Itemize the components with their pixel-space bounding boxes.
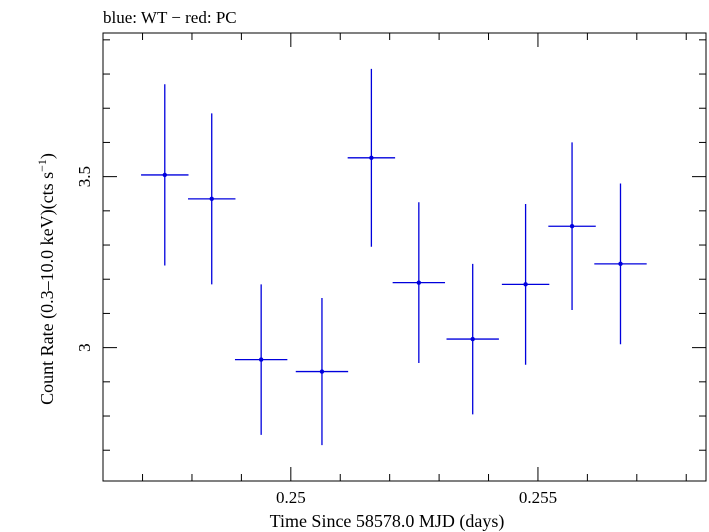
point-marker [618,261,623,267]
point-marker [416,280,422,285]
y-axis-tick-labels: 33.5 [75,166,94,352]
point-marker [258,357,264,362]
point-marker [523,282,528,287]
y-axis-label: Count Rate (0.3–10.0 keV)(cts s−1) [35,153,58,405]
point-marker [569,224,575,229]
data-point [594,183,647,345]
data-series-wt [141,68,647,446]
data-point [548,142,596,311]
point-marker [209,196,214,202]
data-point [234,284,288,435]
chart-title: blue: WT − red: PC [103,8,237,27]
y-axis-ticks [103,39,706,451]
point-marker [162,172,167,178]
data-point [347,68,396,247]
x-axis-ticks [142,33,687,481]
point-marker [369,155,374,161]
x-axis-label: Time Since 58578.0 MJD (days) [270,511,505,532]
y-axis-label-main: Count Rate (0.3–10.0 keV)(cts s [37,172,58,405]
plot-frame [102,32,707,482]
point-marker [470,336,475,342]
data-point [446,263,499,415]
y-axis-label-exponent: −1 [35,159,49,172]
data-point [295,298,349,446]
x-tick-label: 0.255 [519,488,557,507]
y-tick-label: 3.5 [75,166,94,187]
y-axis-label-close: ) [37,153,58,159]
y-tick-label: 3 [75,343,94,352]
data-point [392,202,446,364]
x-axis-tick-labels: 0.25 0.255 [276,488,557,507]
data-point [188,113,236,285]
x-tick-label: 0.25 [276,488,306,507]
data-point [141,84,189,266]
point-marker [319,369,325,374]
data-point [501,203,550,365]
